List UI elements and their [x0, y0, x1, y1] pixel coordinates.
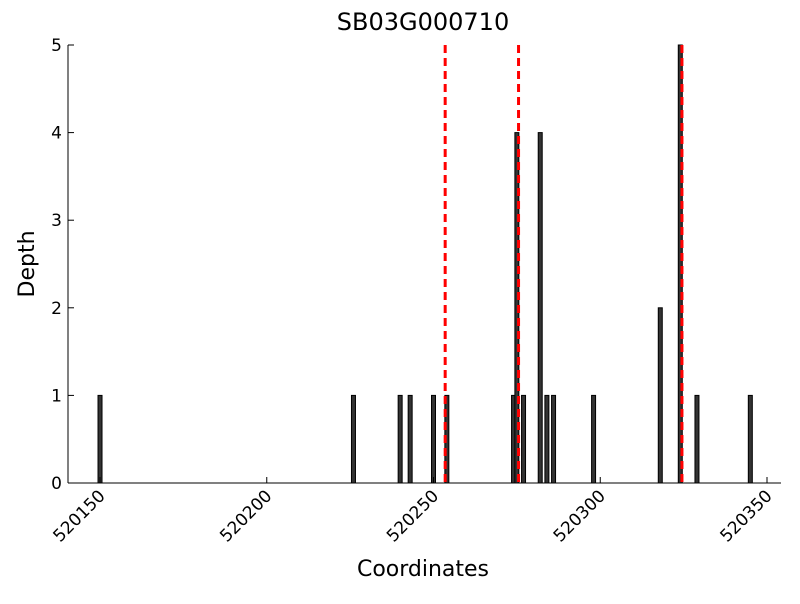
bar	[97, 394, 103, 484]
y-tick-label: 1	[51, 386, 62, 406]
x-tick-label: 520200	[216, 486, 276, 546]
y-tick-label: 0	[51, 474, 62, 494]
bar	[350, 394, 356, 484]
y-tick-label: 5	[51, 36, 62, 56]
bar	[747, 394, 753, 484]
bar	[537, 132, 543, 484]
x-axis-label: Coordinates	[357, 557, 489, 582]
bar	[591, 394, 597, 484]
bar	[551, 394, 557, 484]
bar	[694, 394, 700, 484]
bar	[431, 394, 437, 484]
x-tick-label: 520300	[550, 486, 610, 546]
y-tick-label: 4	[51, 124, 62, 144]
bar	[397, 394, 403, 484]
y-axis-label: Depth	[15, 230, 40, 297]
bar	[544, 394, 550, 484]
bar	[407, 394, 413, 484]
y-tick-label: 2	[51, 299, 62, 319]
bar	[521, 394, 527, 484]
x-tick-label: 520350	[716, 486, 776, 546]
x-tick-label: 520150	[50, 486, 110, 546]
x-tick-label: 520250	[383, 486, 443, 546]
y-tick-label: 3	[51, 211, 62, 231]
chart-title: SB03G000710	[337, 8, 509, 36]
bar	[657, 307, 663, 484]
